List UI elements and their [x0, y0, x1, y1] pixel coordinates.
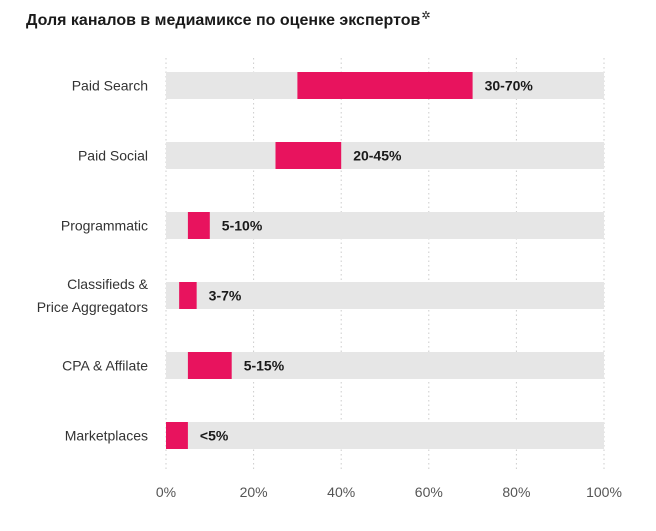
- bar-track: [166, 352, 604, 379]
- x-tick-label: 20%: [240, 484, 268, 500]
- x-tick-label: 60%: [415, 484, 443, 500]
- category-labels: Paid Search Paid Social Programmatic Classi…: [37, 78, 149, 444]
- category-label: Paid Search: [72, 78, 148, 94]
- category-label: CPA & Affilate: [62, 358, 148, 374]
- range-bar: [275, 142, 342, 169]
- range-label: 30-70%: [485, 78, 534, 94]
- title-footnote-mark: ✲: [421, 10, 431, 22]
- gridlines: [165, 58, 605, 470]
- bar-track: [166, 142, 604, 169]
- bar-track: [166, 212, 604, 239]
- range-bar: [179, 282, 197, 309]
- chart-title: Доля каналов в медиамиксе по оценке эксп…: [26, 10, 431, 30]
- range-label: <5%: [200, 428, 229, 444]
- range-labels: 30-70% 20-45% 5-10% 3-7% 5-15% <5%: [200, 78, 534, 444]
- x-tick-label: 80%: [502, 484, 530, 500]
- range-label: 3-7%: [209, 288, 242, 304]
- category-label: Paid Social: [78, 148, 148, 164]
- range-bar: [187, 352, 232, 379]
- bar-tracks: [166, 72, 604, 449]
- x-tick-label: 0%: [156, 484, 176, 500]
- range-bars: [166, 72, 473, 449]
- bar-track: [166, 422, 604, 449]
- range-bar: [166, 422, 188, 449]
- x-axis-ticks: 0% 20% 40% 60% 80% 100%: [156, 484, 622, 500]
- range-label: 5-15%: [244, 358, 285, 374]
- range-bar: [187, 212, 210, 239]
- bar-track: [166, 282, 604, 309]
- x-tick-label: 40%: [327, 484, 355, 500]
- category-label: Price Aggregators: [37, 299, 148, 315]
- category-label: Marketplaces: [65, 428, 148, 444]
- range-bar: [297, 72, 473, 99]
- chart-title-text: Доля каналов в медиамиксе по оценке эксп…: [26, 12, 421, 29]
- category-label: Classifieds &: [67, 276, 149, 292]
- range-label: 5-10%: [222, 218, 263, 234]
- range-label: 20-45%: [353, 148, 402, 164]
- category-label: Programmatic: [61, 218, 148, 234]
- x-tick-label: 100%: [586, 484, 622, 500]
